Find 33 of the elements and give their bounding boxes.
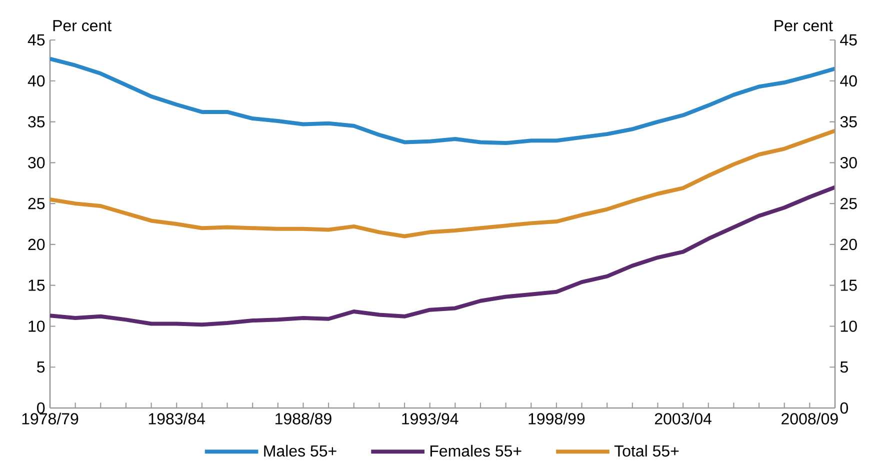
y2-tick-label: 25: [840, 198, 857, 210]
x-tick-label: 1988/89: [276, 412, 332, 424]
y-tick-label: 30: [28, 157, 45, 168]
y-tick-label: 25: [28, 198, 45, 210]
x-tick-label: 1993/94: [402, 412, 458, 424]
y2-tick-label: 40: [840, 75, 857, 87]
x-tick-label: 1978/79: [22, 412, 78, 424]
y-tick-label: 15: [28, 280, 45, 291]
y-tick-label: 35: [28, 116, 45, 128]
legend-label: Males 55+: [264, 444, 336, 457]
legend-label: Total 55+: [614, 444, 679, 457]
y2-tick-label: 45: [840, 34, 857, 46]
y-tick-label: 10: [28, 320, 45, 332]
x-tick-label: 1983/84: [148, 412, 206, 424]
y2-tick-label: 5: [840, 362, 848, 373]
y2-tick-label: 10: [840, 320, 857, 332]
line-series: [50, 56, 835, 146]
legend-label: Females 55+: [430, 444, 522, 457]
x-tick-label: 2008/09: [782, 412, 838, 424]
x-tick-label: 1998/99: [528, 412, 585, 424]
y-tick-label: 45: [28, 34, 45, 46]
y-tick-label: 40: [28, 75, 45, 87]
y-tick-label: 0: [37, 402, 45, 414]
y-tick-label: 20: [28, 238, 45, 250]
x-tick-label: 2003/04: [654, 412, 712, 424]
y-axis-title: Per cent: [53, 20, 112, 32]
y2-tick-label: 20: [840, 238, 857, 250]
y2-tick-label: 0: [840, 402, 848, 414]
y2-tick-label: 35: [840, 116, 857, 128]
y-tick-label: 5: [37, 362, 45, 373]
y2-axis-title: Per cent: [774, 20, 833, 32]
y2-tick-label: 30: [840, 157, 857, 168]
y2-tick-label: 15: [840, 280, 857, 291]
